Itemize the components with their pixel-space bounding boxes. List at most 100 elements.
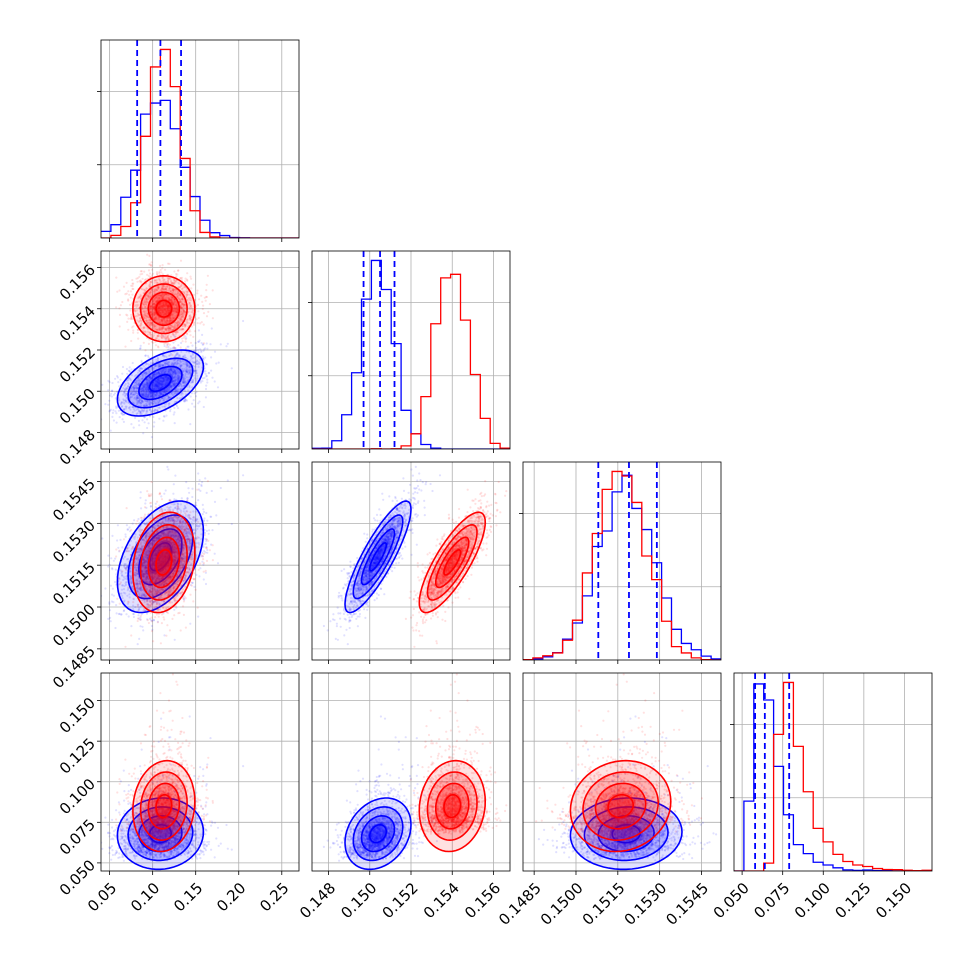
scatter-point bbox=[116, 375, 118, 377]
scatter-point bbox=[110, 393, 112, 395]
scatter-point bbox=[209, 343, 211, 345]
scatter-point bbox=[131, 279, 133, 281]
scatter-point bbox=[112, 409, 114, 411]
scatter-point bbox=[109, 381, 111, 383]
scatter-point bbox=[200, 351, 202, 353]
scatter-point bbox=[206, 379, 208, 381]
scatter-point bbox=[227, 343, 229, 345]
scatter-point bbox=[191, 403, 193, 405]
scatter-point bbox=[122, 418, 124, 420]
scatter-point bbox=[210, 370, 212, 372]
scatter-point bbox=[196, 290, 198, 292]
scatter-point bbox=[206, 284, 208, 286]
scatter-point bbox=[193, 406, 195, 408]
scatter-point bbox=[146, 418, 148, 420]
scatter-point bbox=[146, 427, 148, 429]
scatter-point bbox=[195, 342, 197, 344]
scatter-point bbox=[169, 348, 171, 350]
scatter-point bbox=[189, 423, 191, 425]
scatter-point bbox=[177, 344, 179, 346]
scatter-point bbox=[215, 362, 217, 364]
scatter-point bbox=[121, 373, 123, 375]
scatter-point bbox=[142, 278, 144, 280]
scatter-point bbox=[217, 386, 219, 388]
scatter-point bbox=[196, 318, 198, 320]
scatter-point bbox=[211, 377, 213, 379]
scatter-point bbox=[111, 416, 113, 418]
scatter-point bbox=[120, 412, 122, 414]
scatter-point bbox=[120, 304, 122, 306]
scatter-point bbox=[165, 415, 167, 417]
scatter-point bbox=[190, 278, 192, 280]
scatter-point bbox=[192, 336, 194, 338]
scatter-point bbox=[206, 348, 208, 350]
scatter-point bbox=[191, 345, 193, 347]
scatter-point bbox=[138, 420, 140, 422]
scatter-point bbox=[203, 348, 205, 350]
scatter-point bbox=[162, 264, 164, 266]
panel-0-0 bbox=[101, 40, 299, 238]
scatter-point bbox=[114, 410, 116, 412]
scatter-point bbox=[119, 379, 121, 381]
scatter-point bbox=[130, 297, 132, 299]
scatter-point bbox=[242, 320, 244, 322]
scatter-point bbox=[169, 410, 171, 412]
scatter-point bbox=[130, 368, 132, 370]
scatter-point bbox=[150, 349, 152, 351]
scatter-point bbox=[132, 362, 134, 364]
scatter-point bbox=[104, 403, 106, 405]
scatter-point bbox=[172, 342, 174, 344]
scatter-point bbox=[93, 369, 95, 371]
scatter-point bbox=[107, 404, 109, 406]
scatter-point bbox=[202, 377, 204, 379]
scatter-point bbox=[163, 415, 165, 417]
scatter-point bbox=[138, 424, 140, 426]
scatter-point bbox=[207, 311, 209, 313]
scatter-point bbox=[197, 310, 199, 312]
scatter-point bbox=[205, 388, 207, 390]
scatter-point bbox=[198, 329, 200, 331]
scatter-point bbox=[203, 324, 205, 326]
scatter-point bbox=[198, 351, 200, 353]
scatter-point bbox=[220, 343, 222, 345]
scatter-point bbox=[176, 405, 178, 407]
scatter-point bbox=[142, 432, 144, 434]
scatter-point bbox=[195, 391, 197, 393]
scatter-point bbox=[131, 294, 133, 296]
scatter-point bbox=[225, 345, 227, 347]
scatter-point bbox=[203, 342, 205, 344]
scatter-point bbox=[126, 373, 128, 375]
scatter-point bbox=[195, 395, 197, 397]
scatter-point bbox=[204, 357, 206, 359]
scatter-point bbox=[173, 411, 175, 413]
scatter-point bbox=[148, 255, 150, 257]
scatter-point bbox=[123, 286, 125, 288]
scatter-point bbox=[210, 356, 212, 358]
scatter-point bbox=[107, 389, 109, 391]
scatter-point bbox=[145, 354, 147, 356]
scatter-point bbox=[187, 408, 189, 410]
panel-1-0 bbox=[92, 246, 299, 449]
scatter-point bbox=[114, 378, 116, 380]
scatter-point bbox=[108, 400, 110, 402]
scatter-point bbox=[201, 334, 203, 336]
scatter-point bbox=[126, 368, 128, 370]
scatter-point bbox=[144, 421, 146, 423]
scatter-point bbox=[186, 346, 188, 348]
scatter-point bbox=[143, 342, 145, 344]
scatter-point bbox=[174, 422, 176, 424]
scatter-point bbox=[195, 347, 197, 349]
scatter-point bbox=[205, 385, 207, 387]
scatter-point bbox=[173, 413, 175, 415]
scatter-point bbox=[115, 412, 117, 414]
scatter-point bbox=[151, 436, 153, 438]
scatter-point bbox=[126, 321, 128, 323]
scatter-point bbox=[119, 325, 121, 327]
scatter-point bbox=[110, 430, 112, 432]
scatter-point bbox=[101, 384, 103, 386]
scatter-point bbox=[158, 418, 160, 420]
scatter-point bbox=[153, 421, 155, 423]
scatter-point bbox=[123, 421, 125, 423]
scatter-point bbox=[197, 304, 199, 306]
